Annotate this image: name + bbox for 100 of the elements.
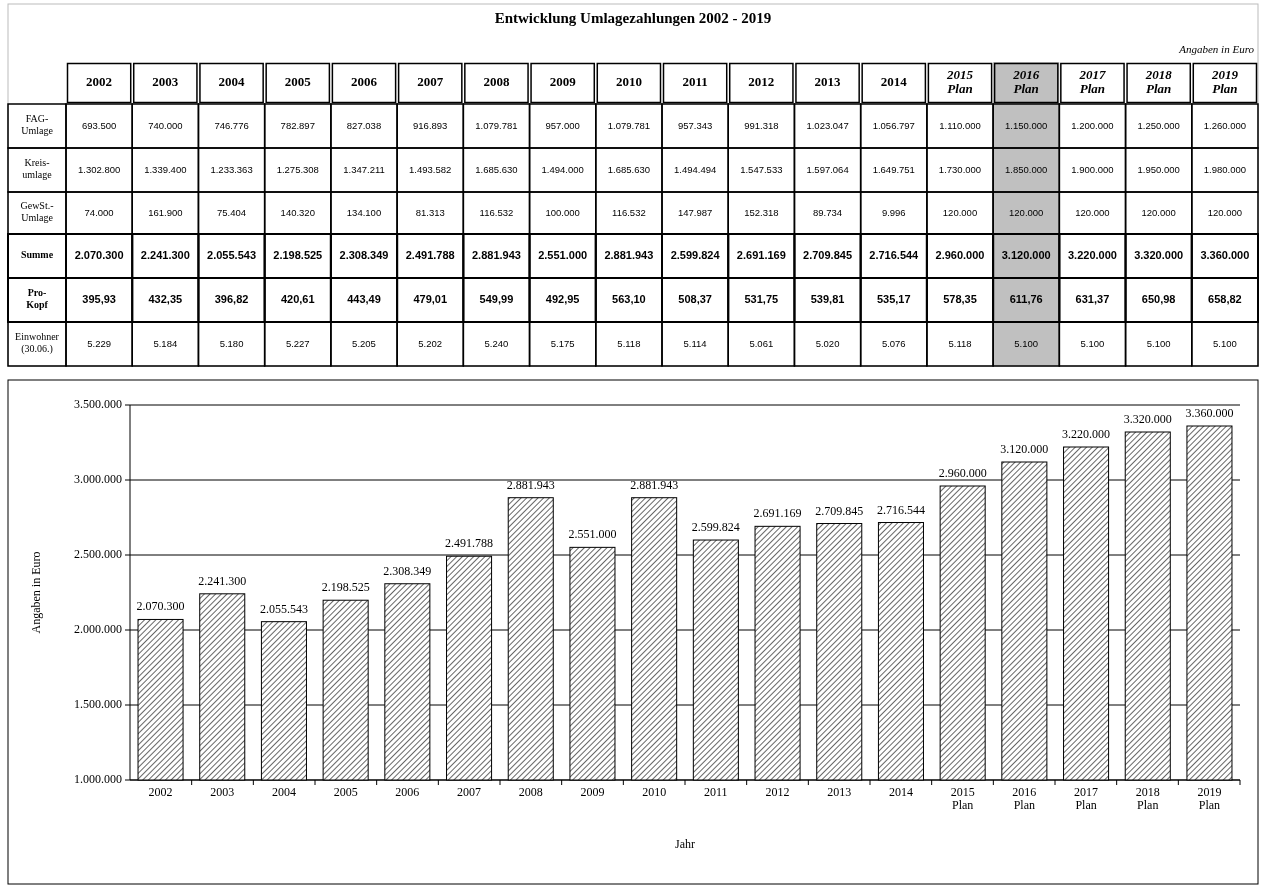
text: Angaben in Euro [1178, 42, 1255, 55]
data-label: 1.275.308 [276, 163, 319, 175]
data-label: 1.494.000 [541, 163, 584, 175]
data-label: 1.730.000 [938, 163, 982, 175]
data-label: 74.000 [84, 206, 114, 218]
x-tick-label: 2019 Plan [1197, 785, 1222, 812]
data-label: 1.200.000 [1071, 119, 1114, 131]
x-tick-label: 2004 [218, 73, 246, 89]
data-label: 5.020 [815, 337, 840, 349]
data-label: 2.881.943 [506, 477, 555, 492]
data-label: 2.881.943 [630, 477, 679, 492]
x-tick-label: 2002 [86, 73, 113, 89]
x-tick-label: 2005 [284, 73, 312, 89]
data-label: 134.100 [346, 206, 382, 218]
data-label: 1.649.751 [872, 163, 915, 175]
data-label: 2.491.788 [445, 536, 494, 551]
x-tick-label: 2016 Plan [1012, 785, 1037, 812]
data-label: 2.551.000 [568, 527, 617, 542]
data-label: 508,37 [678, 292, 712, 305]
data-label: 2.551.000 [538, 248, 588, 261]
data-label: 2.716.544 [869, 248, 920, 261]
y-tick-label: 3.000.000 [74, 471, 122, 486]
data-label: 1.079.781 [607, 119, 651, 131]
data-label: 2.241.300 [140, 248, 190, 261]
data-label: 2.960.000 [935, 248, 985, 261]
chart-title: Entwicklung Umlagezahlungen 2002 - 2019 [494, 10, 772, 27]
data-label: 5.076 [881, 337, 906, 349]
data-label: 120.000 [1141, 206, 1176, 218]
data-label: 3.120.000 [1001, 248, 1051, 261]
y-axis-title: Angaben in Euro [29, 551, 43, 634]
data-label: 5.100 [1146, 337, 1171, 349]
data-label: 1.150.000 [1005, 119, 1048, 131]
data-label: 1.950.000 [1137, 163, 1180, 175]
y-tick-label: Summe [20, 249, 54, 261]
x-tick-label: 2002 [148, 785, 173, 799]
data-label: 2.691.169 [753, 506, 802, 521]
data-label: 81.313 [415, 206, 445, 218]
y-tick-label: FAG-Umlage [21, 113, 54, 137]
data-label: 9.996 [881, 206, 906, 218]
data-label: 1.079.781 [475, 119, 518, 131]
data-label: 5.205 [352, 337, 376, 349]
data-label: 5.180 [219, 337, 244, 349]
y-tick-label: Kreis-umlage [22, 157, 53, 181]
data-label: 2.491.788 [405, 248, 455, 261]
data-label: 120.000 [1009, 206, 1044, 218]
data-label: 740.000 [148, 119, 183, 131]
y-tick-label: 2.500.000 [74, 546, 122, 561]
data-label: 1.850.000 [1005, 163, 1048, 175]
x-tick-label: 2016 Plan [1012, 66, 1040, 97]
x-tick-label: 2008 [518, 785, 543, 799]
data-label: 161.900 [148, 206, 183, 218]
data-label: 420,61 [280, 292, 315, 305]
data-label: 3.120.000 [1000, 442, 1049, 456]
data-label: 611,76 [1009, 292, 1043, 305]
data-label: 991.318 [744, 119, 779, 131]
data-label: 578,35 [943, 292, 977, 305]
data-label: 1.023.047 [806, 119, 849, 131]
data-label: 89.734 [813, 206, 843, 218]
y-tick-label: Einwohner (30.06.) [15, 331, 60, 356]
data-label: 5.229 [87, 337, 111, 349]
data-label: 1.980.000 [1203, 163, 1247, 175]
x-tick-label: 2013 [814, 73, 842, 89]
data-label: 396,82 [214, 292, 249, 305]
data-label: 782.897 [280, 119, 315, 131]
data-label: 1.250.000 [1137, 119, 1180, 131]
data-label: 563,10 [612, 292, 646, 305]
data-label: 2.599.824 [691, 520, 740, 535]
data-label: 3.220.000 [1062, 427, 1111, 441]
data-label: 1.900.000 [1071, 163, 1114, 175]
data-label: 395,93 [82, 292, 116, 305]
x-tick-label: 2017 Plan [1078, 66, 1106, 97]
y-tick-label: GewSt.-Umlage [20, 200, 54, 224]
data-label: 443,49 [347, 292, 381, 305]
x-tick-label: 2010 [615, 73, 642, 89]
data-label: 827.038 [346, 119, 382, 131]
x-tick-label: 2011 [682, 73, 708, 89]
data-label: 120.000 [1207, 206, 1243, 218]
data-label: 116.532 [479, 206, 514, 218]
data-label: 1.597.064 [806, 163, 849, 175]
data-label: 2.070.300 [136, 599, 185, 614]
data-label: 650,98 [1141, 292, 1176, 305]
data-label: 5.118 [948, 337, 972, 349]
data-label: 549,99 [479, 292, 514, 305]
data-label: 5.227 [285, 337, 310, 349]
data-label: 957.343 [677, 119, 713, 131]
x-tick-label: 2017 Plan [1074, 785, 1099, 812]
data-label: 1.302.800 [77, 163, 121, 175]
data-label: 2.960.000 [938, 466, 987, 480]
data-label: 1.260.000 [1203, 119, 1247, 131]
data-label: 535,17 [876, 292, 911, 305]
data-label: 120.000 [1075, 206, 1110, 218]
data-label: 5.118 [617, 337, 641, 349]
data-label: 2.308.349 [339, 248, 389, 261]
y-tick-label: 1.500.000 [74, 696, 122, 711]
data-label: 2.599.824 [670, 248, 721, 261]
data-label: 5.100 [1213, 337, 1237, 349]
x-tick-label: 2003 [152, 73, 179, 89]
x-tick-label: 2019 Plan [1210, 66, 1239, 97]
data-label: 5.175 [550, 337, 575, 349]
data-label: 2.881.943 [604, 248, 654, 261]
